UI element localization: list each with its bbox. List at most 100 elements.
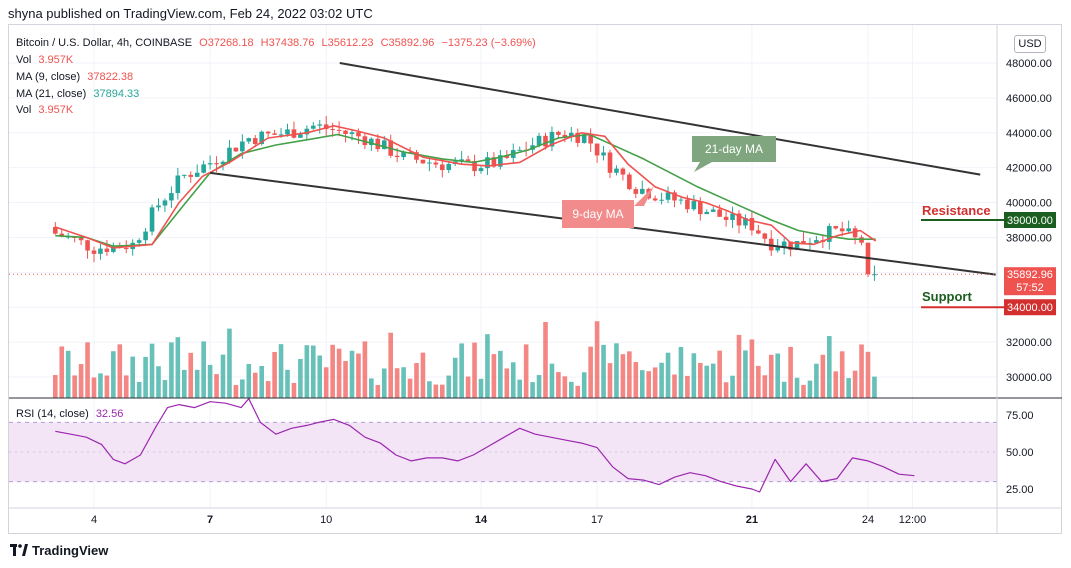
volume-bar xyxy=(536,375,542,398)
price-tick-label: 42000.00 xyxy=(1006,163,1052,175)
candle-body xyxy=(672,192,677,201)
volume-bar xyxy=(388,332,393,398)
candle-body xyxy=(710,209,716,212)
volume-bar xyxy=(85,342,90,398)
candle-body xyxy=(465,159,471,162)
volume-bar xyxy=(407,378,413,398)
volume-bar xyxy=(272,351,277,398)
legend-vol-value: 3.957K xyxy=(38,54,74,66)
currency-button[interactable]: USD xyxy=(1014,35,1046,53)
legend-ma21: MA (21, close) 37894.33 xyxy=(16,88,143,100)
candle-body xyxy=(381,140,387,150)
candle-body xyxy=(472,161,477,172)
volume-bar xyxy=(91,377,97,398)
candle-body xyxy=(98,248,103,254)
candle-body xyxy=(317,124,323,126)
candle-body xyxy=(220,161,226,165)
candle-body xyxy=(156,205,161,208)
volume-bar xyxy=(298,358,303,398)
volume-bar xyxy=(562,376,568,398)
volume-bar xyxy=(149,343,155,398)
candle-body xyxy=(194,172,200,177)
legend-vol: Vol 3.957K xyxy=(16,54,77,66)
legend-ma21-value: 37894.33 xyxy=(93,88,140,100)
candle-body xyxy=(723,216,729,220)
volume-bar xyxy=(304,345,310,398)
candle-body xyxy=(627,174,632,190)
legend-vol2-label: Vol xyxy=(16,104,32,116)
candle-body xyxy=(201,164,206,173)
time-tick-label: 4 xyxy=(91,514,97,526)
candle-body xyxy=(485,157,490,169)
resistance-tag-value: 39000.00 xyxy=(1007,215,1053,227)
volume-bar xyxy=(207,364,213,398)
volume-bar xyxy=(278,344,284,398)
candle-body xyxy=(736,213,742,226)
volume-bar xyxy=(136,381,142,398)
candle-body xyxy=(594,143,600,156)
candle-body xyxy=(575,132,581,143)
candle-body xyxy=(581,134,587,143)
volume-bar xyxy=(523,344,529,398)
candle-body xyxy=(298,134,303,138)
volume-bar xyxy=(336,348,342,398)
candle-body xyxy=(285,129,290,135)
volume-bar xyxy=(775,353,780,398)
candle-body xyxy=(498,155,503,167)
time-tick-label: 17 xyxy=(591,514,603,526)
candle-body xyxy=(401,152,406,158)
ma21-callout-box xyxy=(692,136,776,172)
volume-bar xyxy=(756,365,761,398)
volume-bar xyxy=(556,372,561,398)
resistance-label: Resistance xyxy=(922,203,991,218)
candle-body xyxy=(53,226,58,234)
volume-bar xyxy=(362,341,368,398)
volume-bar xyxy=(827,336,832,398)
candle-body xyxy=(852,228,858,238)
candle-body xyxy=(781,241,787,248)
candle-body xyxy=(685,199,690,210)
candle-body xyxy=(162,200,168,206)
volume-bar xyxy=(227,328,232,398)
tradingview-logo[interactable]: TradingView xyxy=(10,543,108,558)
candle-body xyxy=(323,124,329,130)
volume-bar xyxy=(510,362,516,398)
candle-body xyxy=(336,129,342,131)
candle-body xyxy=(704,211,710,215)
candle-body xyxy=(207,163,213,165)
candle-body xyxy=(343,130,348,134)
candle-body xyxy=(240,141,245,152)
legend-ma9-label: MA (9, close) xyxy=(16,71,81,83)
candle-body xyxy=(188,174,194,177)
candle-body xyxy=(543,135,548,147)
volume-bar xyxy=(220,354,226,398)
candle-body xyxy=(827,226,832,242)
candle-body xyxy=(433,162,439,165)
volume-bar xyxy=(317,355,323,398)
ma21-line xyxy=(55,133,876,247)
volume-bar xyxy=(723,382,729,398)
volume-bar xyxy=(117,344,123,398)
legend-low: L35612.23 xyxy=(321,37,374,49)
volume-bar xyxy=(394,368,400,398)
volume-bar xyxy=(169,342,174,398)
upper-trend-line xyxy=(339,62,981,176)
volume-bar xyxy=(833,371,839,398)
candle-body xyxy=(446,164,452,171)
volume-bar xyxy=(859,344,864,398)
candle-body xyxy=(227,147,232,162)
ma9-callout-box xyxy=(562,186,654,228)
candle-body xyxy=(556,131,561,135)
candle-body xyxy=(614,168,619,173)
volume-bar xyxy=(156,366,161,398)
candle-body xyxy=(639,188,645,194)
volume-bar xyxy=(504,368,510,398)
resistance-tag xyxy=(1004,212,1056,228)
volume-bar xyxy=(420,352,426,398)
rsi-tick-label: 75.00 xyxy=(1006,410,1034,422)
candle-body xyxy=(123,247,129,250)
candle-body xyxy=(214,163,219,165)
rsi-tick-label: 25.00 xyxy=(1006,484,1034,496)
volume-bar xyxy=(465,376,471,398)
